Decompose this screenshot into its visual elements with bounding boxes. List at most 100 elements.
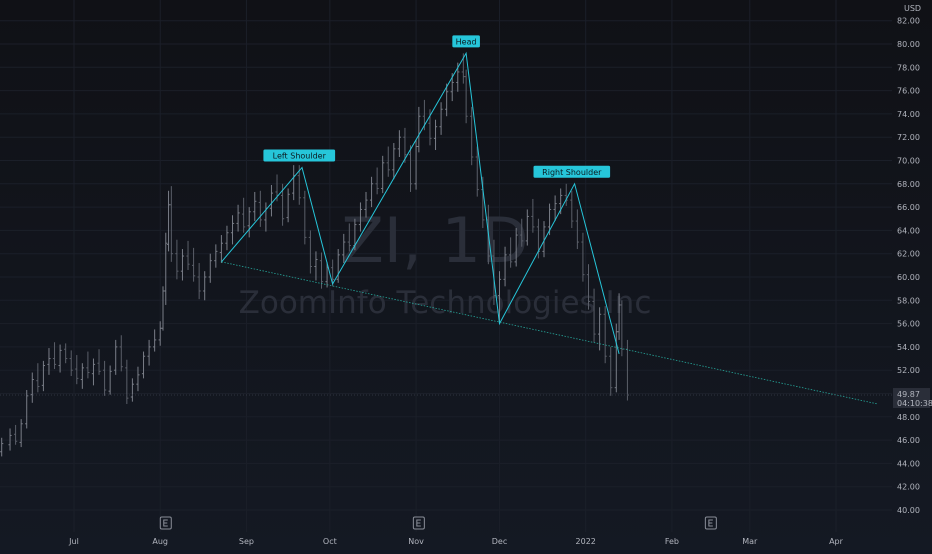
ohlc-bar — [166, 190, 171, 252]
ohlc-bar — [342, 233, 346, 264]
ohlc-bar — [575, 209, 579, 250]
ohlc-bar — [258, 190, 262, 227]
ohlc-bar — [203, 271, 207, 301]
ohlc-bar — [253, 191, 257, 222]
ohlc-bar — [97, 349, 101, 375]
ohlc-bar — [219, 235, 223, 264]
ohlc-bar — [297, 165, 301, 205]
ohlc-bar — [269, 184, 274, 217]
ohlc-bar — [403, 127, 407, 163]
y-tick-label: 42.00 — [897, 483, 920, 492]
ohlc-bar — [30, 372, 34, 403]
ohlc-bar — [445, 83, 449, 117]
earnings-icon[interactable] — [704, 516, 717, 530]
ohlc-bar — [308, 230, 312, 274]
pattern-line[interactable] — [221, 51, 620, 355]
ohlc-bar — [41, 360, 46, 392]
y-tick-label: 76.00 — [897, 87, 920, 96]
y-tick-label: 74.00 — [897, 110, 920, 119]
ohlc-bar — [381, 155, 385, 194]
ohlc-bar — [197, 263, 201, 300]
price-axis[interactable]: USD 82.00 80.00 78.00 76.00 74.00 72.00 70.00 6… — [897, 4, 921, 515]
x-tick-label: Sep — [239, 537, 254, 546]
x-tick-label: Mar — [742, 537, 758, 546]
ohlc-bar — [464, 69, 468, 124]
x-tick-label: Aug — [152, 537, 168, 546]
ohlc-bar — [375, 167, 379, 195]
x-tick-label: Oct — [323, 537, 337, 546]
ohlc-bar — [564, 183, 568, 206]
ohlc-bar — [52, 342, 57, 370]
y-tick-label: 56.00 — [897, 320, 920, 329]
y-tick-label: 82.00 — [897, 17, 920, 26]
x-tick-label: Jul — [68, 537, 79, 546]
ohlc-bar — [230, 215, 235, 245]
ohlc-bar — [609, 346, 613, 396]
ohlc-bar — [153, 329, 157, 352]
ohlc-bar — [525, 209, 529, 246]
neckline[interactable] — [221, 261, 878, 405]
ohlc-bar — [136, 366, 140, 392]
ohlc-bar — [292, 165, 296, 201]
ohlc-bar — [397, 130, 401, 158]
ohlc-bar — [214, 244, 218, 268]
y-tick-label: 44.00 — [897, 459, 920, 468]
ohlc-bar — [13, 424, 18, 445]
ohlc-bar — [331, 259, 335, 287]
y-tick-label: 40.00 — [897, 506, 920, 515]
pattern-label[interactable]: Head — [452, 35, 480, 48]
time-axis[interactable]: Jul Aug Sep Oct Nov Dec 2022 Feb Mar Apr — [68, 537, 843, 546]
ohlc-bar — [497, 271, 502, 324]
watermark-company-name: ZoomInfo Technologies Inc — [239, 285, 652, 321]
ohlc-bar — [570, 190, 574, 229]
x-tick-label: Feb — [665, 537, 679, 546]
ohlc-bar — [164, 232, 168, 305]
svg-text:Right Shoulder: Right Shoulder — [542, 168, 602, 177]
y-tick-label: 48.00 — [897, 413, 920, 422]
ohlc-bar — [408, 145, 413, 192]
ohlc-bar — [175, 239, 179, 280]
ohlc-bar — [286, 188, 290, 223]
ohlc-bar — [225, 225, 229, 251]
ohlc-bar — [158, 321, 162, 346]
ohlc-bar — [392, 143, 396, 180]
pattern-label[interactable]: Left Shoulder — [263, 149, 336, 162]
ohlc-bar — [336, 249, 340, 283]
ohlc-bar — [417, 106, 421, 153]
ohlc-bar — [102, 360, 107, 396]
ohlc-bar — [86, 351, 90, 379]
svg-text:Head: Head — [456, 37, 477, 46]
ohlc-bar — [598, 307, 602, 351]
ohlc-bar — [509, 237, 513, 268]
watermark-symbol: ZI, 1D — [341, 204, 528, 277]
ohlc-bar — [0, 437, 4, 457]
pattern-labels[interactable]: Left Shoulder Head Right Shoulder — [263, 35, 611, 178]
ohlc-bar — [64, 343, 68, 364]
ohlc-bar — [414, 139, 418, 190]
ohlc-bar — [514, 228, 518, 267]
ohlc-bar — [319, 252, 324, 289]
ohlc-bar — [91, 358, 96, 386]
earnings-icon[interactable] — [159, 516, 172, 530]
neckline-line[interactable] — [221, 261, 878, 405]
head-and-shoulders-pattern[interactable] — [221, 51, 620, 355]
ohlc-bar — [247, 207, 251, 238]
ohlc-bar — [242, 197, 246, 233]
ohlc-bar — [475, 146, 479, 197]
y-tick-label: 80.00 — [897, 40, 920, 49]
ohlc-bar — [364, 191, 368, 218]
last-price-box — [893, 388, 930, 409]
svg-text:Left Shoulder: Left Shoulder — [273, 151, 327, 160]
y-tick-label: 60.00 — [897, 273, 920, 282]
ohlc-bar — [180, 249, 185, 281]
ohlc-bar — [586, 264, 591, 310]
earnings-markers[interactable] — [159, 516, 717, 530]
ohlc-bar — [25, 390, 29, 429]
pattern-label[interactable]: Right Shoulder — [533, 165, 611, 178]
ohlc-bar — [347, 223, 351, 252]
ohlc-bar — [169, 186, 173, 262]
ohlc-bar — [439, 102, 443, 135]
bar-countdown: 04:10:38 — [897, 399, 932, 408]
earnings-icon[interactable] — [412, 516, 425, 530]
